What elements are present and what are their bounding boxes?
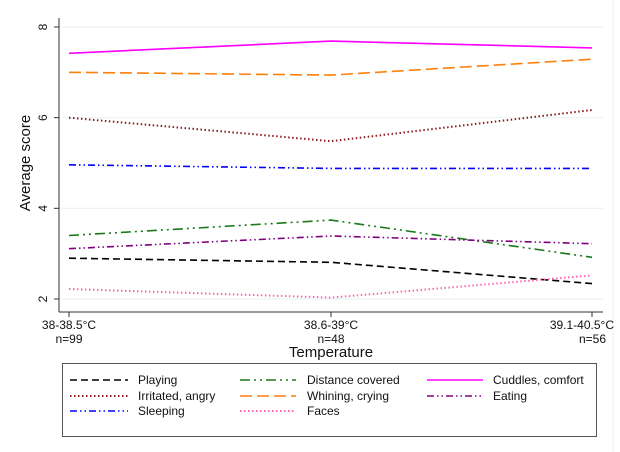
legend-label: Whining, crying [307, 389, 389, 403]
x-tick-sublabel: n=99 [55, 332, 82, 346]
legend-label: Playing [138, 373, 177, 387]
x-tick-label: 38-38.5°C [42, 318, 96, 332]
x-tick-label: 39.1-40.5°C [550, 318, 615, 332]
legend-label: Irritated, angry [138, 389, 215, 403]
legend-box [62, 363, 597, 437]
legend-item: Irritated, angry [70, 389, 215, 403]
y-tick-label: 2 [36, 295, 50, 302]
legend-item: Eating [427, 389, 527, 403]
legend-label: Faces [307, 404, 340, 418]
legend-label: Cuddles, comfort [493, 373, 584, 387]
legend-item: Playing [70, 373, 177, 387]
gridlines [59, 26, 603, 300]
y-tick-label: 8 [36, 23, 50, 30]
legend: Playing Distance covered Cuddles, comfort I… [62, 363, 597, 437]
legend-label: Distance covered [307, 373, 400, 387]
y-tick-label: 6 [36, 114, 50, 121]
legend-item: Sleeping [70, 404, 185, 418]
legend-item: Cuddles, comfort [427, 373, 584, 387]
series-lines [68, 40, 593, 299]
x-ticks: 38-38.5°Cn=99 38.6-39°Cn=48 39.1-40.5°Cn=5… [42, 312, 614, 346]
y-tick-label: 4 [36, 205, 50, 212]
x-tick-sublabel: n=56 [579, 332, 606, 346]
x-tick-sublabel: n=48 [317, 332, 344, 346]
legend-item: Faces [240, 404, 340, 418]
legend-label: Sleeping [138, 404, 185, 418]
y-axis-label: Average score [17, 115, 34, 211]
series-line-faces [68, 274, 593, 299]
x-tick-label: 38.6-39°C [304, 318, 358, 332]
legend-item: Whining, crying [240, 389, 389, 403]
x-axis-label: Temperature [289, 344, 373, 361]
y-ticks: 2 4 6 8 [36, 23, 59, 302]
legend-label: Eating [493, 389, 527, 403]
legend-item: Distance covered [240, 373, 400, 387]
